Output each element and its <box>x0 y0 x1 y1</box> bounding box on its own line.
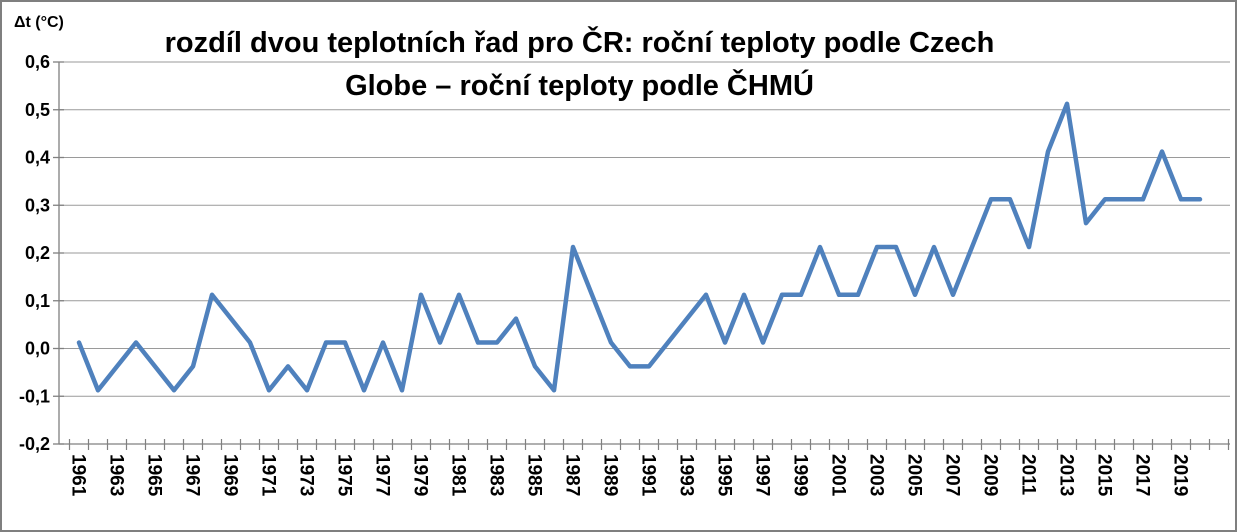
x-tick-label: 1987 <box>562 454 583 496</box>
x-tick-label: 1985 <box>524 454 545 497</box>
x-tick-label: 2013 <box>1056 454 1077 496</box>
y-axis-title: Δt (°C) <box>14 14 64 31</box>
y-tick-label: 0,0 <box>25 339 50 359</box>
x-tick-label: 2001 <box>828 454 849 497</box>
x-tick-label: 1967 <box>182 454 203 496</box>
x-tick-label: 1961 <box>68 454 89 497</box>
temperature-difference-line <box>76 101 1203 393</box>
y-tick-label: 0,4 <box>25 148 50 168</box>
y-axis-ticks-labels-group: 0,6 0,5 0,4 0,3 0,2 0,1 0,0 -0,1 -0,2 <box>19 52 64 454</box>
y-tick-label: -0,1 <box>19 386 50 406</box>
y-tick-label: 0,1 <box>25 291 50 311</box>
x-tick-label: 2011 <box>1018 454 1039 496</box>
y-tick-label: 0,5 <box>25 100 50 120</box>
x-tick-label: 1997 <box>752 454 773 496</box>
x-tick-label: 2017 <box>1132 454 1153 496</box>
y-tick-label: -0,2 <box>19 434 50 454</box>
y-tick-label: 0,6 <box>25 52 50 72</box>
x-tick-label: 1971 <box>258 454 279 497</box>
x-tick-label: 1993 <box>676 454 697 496</box>
x-tick-label: 2005 <box>904 454 925 497</box>
x-axis-ticks-labels-group: 1961 1963 1965 1967 1969 1971 1973 1975 1977 1979… <box>68 439 1230 497</box>
x-tick-label: 1991 <box>638 454 659 497</box>
x-tick-label: 1975 <box>334 454 355 497</box>
x-tick-label: 2015 <box>1094 454 1115 497</box>
x-tick-label: 2007 <box>942 454 963 496</box>
x-tick-label: 1969 <box>220 454 241 496</box>
x-tick-label: 2009 <box>980 454 1001 496</box>
y-tick-label: 0,2 <box>25 243 50 263</box>
gridlines-group <box>59 61 1230 445</box>
x-tick-label: 1979 <box>410 454 431 496</box>
x-tick-label: 1995 <box>714 454 735 497</box>
x-tick-label: 1981 <box>448 454 469 497</box>
x-tick-label: 1963 <box>106 454 127 496</box>
x-tick-label: 1983 <box>486 454 507 496</box>
x-tick-label: 1977 <box>372 454 393 496</box>
y-tick-label: 0,3 <box>25 195 50 215</box>
x-tick-label: 1989 <box>600 454 621 496</box>
x-tick-label: 2019 <box>1170 454 1191 496</box>
x-tick-label: 1999 <box>790 454 811 496</box>
x-tick-label: 2003 <box>866 454 887 496</box>
x-tick-label: 1965 <box>144 454 165 497</box>
x-tick-label: 1973 <box>296 454 317 496</box>
